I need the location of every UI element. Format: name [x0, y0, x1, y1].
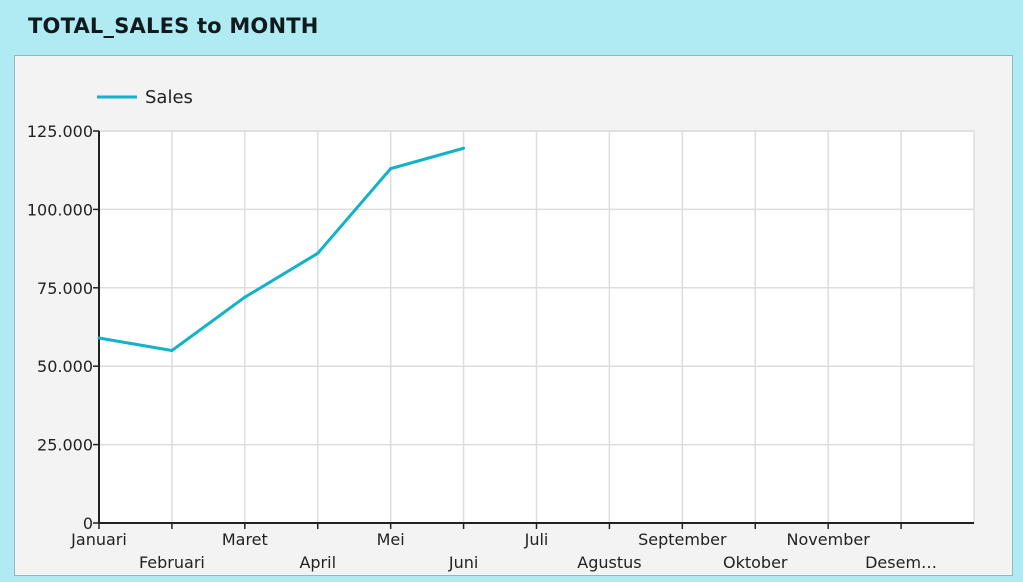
series-line [98, 146, 464, 353]
x-tick-label: September [638, 530, 727, 549]
y-tick-label: 100.000 [27, 200, 93, 219]
x-tick-label: Juni [448, 553, 478, 572]
x-tick-label: Oktober [723, 553, 788, 572]
x-axis-ticks: Januari Februari Maret April Mei Juni Juli Agus… [70, 530, 937, 572]
x-tick-label: Desem… [865, 553, 937, 572]
data-point [316, 251, 320, 255]
y-axis-ticks: 0 25.000 50.000 75.000 100.000 125.000 [27, 122, 93, 533]
data-point [97, 336, 101, 340]
legend-label-sales[interactable]: Sales [145, 87, 193, 108]
y-tick-label: 0 [83, 514, 93, 533]
y-tick-label: 125.000 [27, 122, 93, 141]
data-point [389, 167, 393, 171]
x-tick-label: Februari [139, 553, 205, 572]
line-chart: 0 25.000 50.000 75.000 100.000 125.000 Januar… [27, 87, 975, 572]
page-title: TOTAL_SALES to MONTH [28, 14, 319, 38]
chart-axes [93, 130, 974, 529]
chart-grid [99, 130, 975, 523]
x-tick-label: April [299, 553, 336, 572]
series-group [97, 146, 466, 353]
data-point [243, 295, 247, 299]
x-tick-label: Januari [70, 530, 127, 549]
chart-legend[interactable]: Sales [97, 87, 193, 108]
data-point [462, 146, 466, 150]
x-tick-label: Mei [377, 530, 405, 549]
y-tick-label: 25.000 [37, 436, 93, 455]
x-tick-label: Juli [524, 530, 549, 549]
y-tick-label: 50.000 [37, 357, 93, 376]
data-point [170, 349, 174, 353]
y-tick-label: 75.000 [37, 279, 93, 298]
x-tick-label: Maret [222, 530, 268, 549]
chart-panel: 0 25.000 50.000 75.000 100.000 125.000 Januar… [14, 55, 1013, 576]
x-tick-label: November [787, 530, 871, 549]
x-tick-label: Agustus [577, 553, 641, 572]
